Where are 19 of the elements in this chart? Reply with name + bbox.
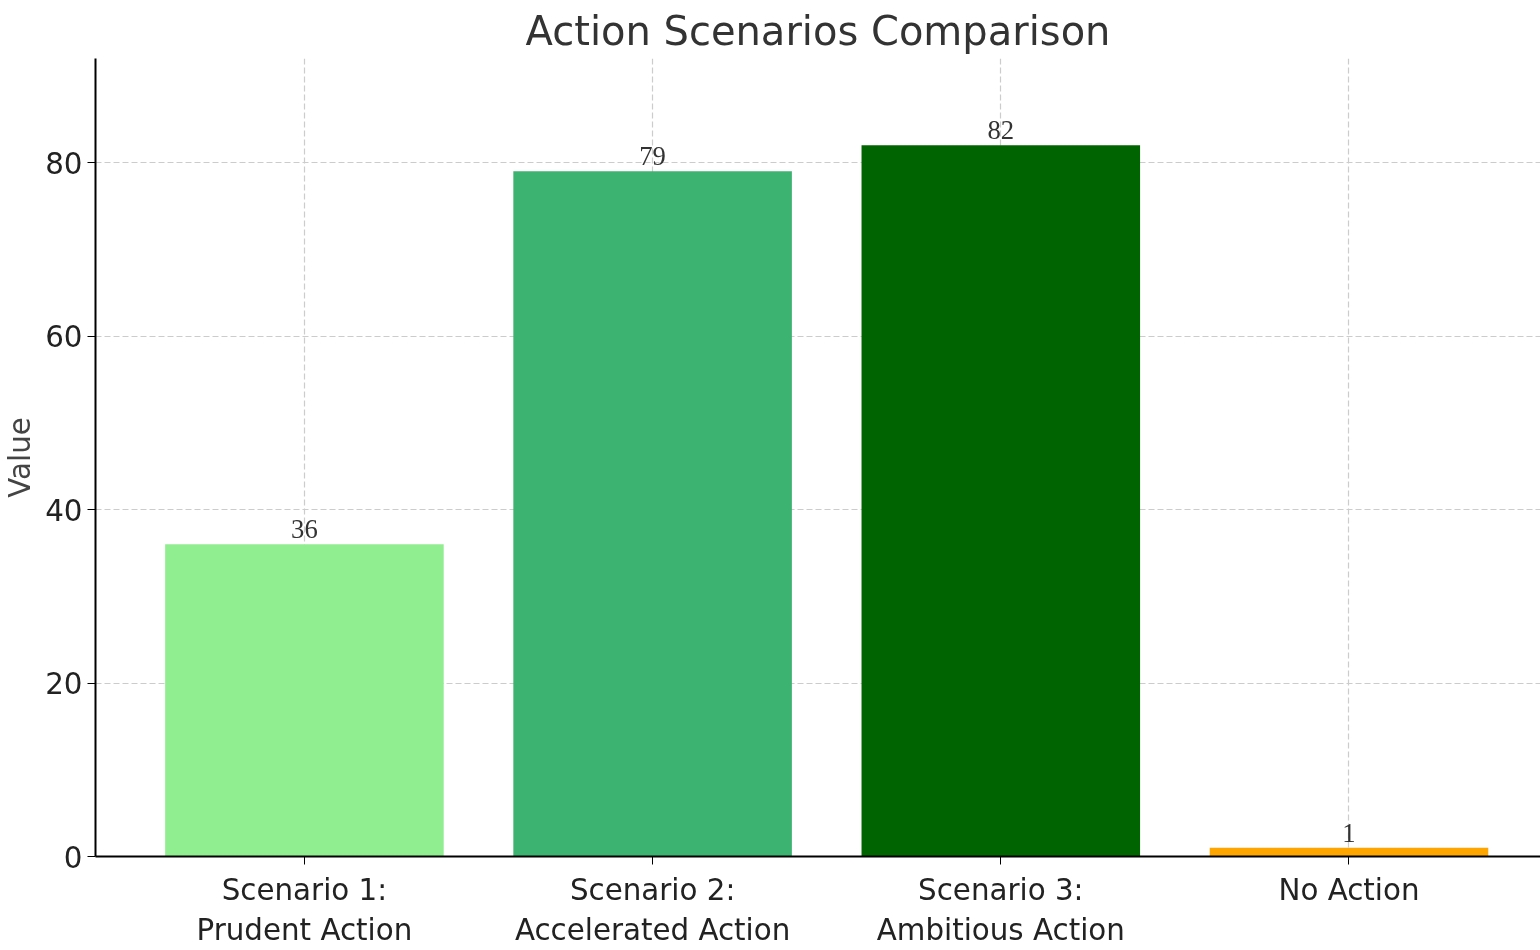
data-label: 36 bbox=[291, 514, 318, 545]
y-axis-title: Value bbox=[3, 417, 38, 498]
bar bbox=[513, 171, 792, 857]
y-tick-label: 80 bbox=[45, 146, 83, 181]
x-tick-label: Scenario 1: Prudent Action bbox=[196, 872, 413, 948]
data-label: 79 bbox=[639, 141, 666, 172]
y-tick-label: 0 bbox=[63, 840, 83, 875]
bar bbox=[165, 544, 444, 857]
y-tick-label: 20 bbox=[45, 667, 83, 702]
x-tick-label: Scenario 3: Ambitious Action bbox=[876, 872, 1125, 948]
chart-title: Action Scenarios Comparison bbox=[525, 7, 1111, 54]
bar bbox=[1209, 847, 1489, 857]
x-tick-label: Scenario 2: Accelerated Action bbox=[514, 872, 791, 948]
y-tick-label: 40 bbox=[45, 493, 83, 528]
y-tick-label: 60 bbox=[45, 320, 83, 355]
data-label: 1 bbox=[1342, 817, 1356, 848]
x-tick-label: No Action bbox=[1278, 872, 1420, 907]
data-label: 82 bbox=[987, 115, 1015, 146]
bar bbox=[861, 145, 1141, 857]
